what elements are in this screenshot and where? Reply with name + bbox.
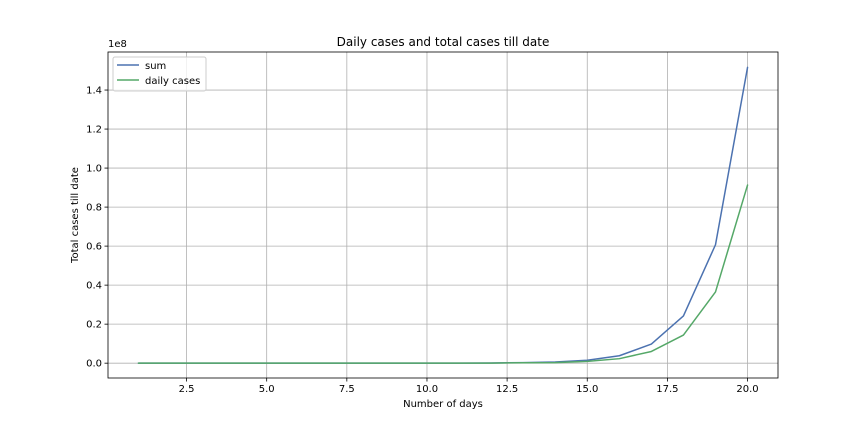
x-tick-label: 7.5 [339, 384, 355, 395]
legend: sum daily cases [112, 56, 207, 92]
legend-label-daily-cases: daily cases [145, 76, 200, 87]
x-axis-label: Number of days [403, 399, 483, 410]
y-tick-label: 0.8 [86, 203, 102, 214]
y-tick-label: 1.4 [86, 86, 102, 97]
y-tick-label: 0.4 [86, 281, 102, 292]
x-tick-label: 15.0 [576, 384, 598, 395]
x-tick-label: 17.5 [656, 384, 678, 395]
y-axis-ticks: 0.0 0.2 0.4 0.6 0.8 1.0 1.2 1.4 [86, 86, 108, 370]
y-tick-label: 0.6 [86, 242, 102, 253]
x-tick-label: 10.0 [416, 384, 438, 395]
x-tick-label: 12.5 [496, 384, 518, 395]
y-tick-label: 1.0 [86, 164, 102, 175]
x-tick-label: 5.0 [259, 384, 275, 395]
series-lines [137, 66, 749, 364]
chart-title: Daily cases and total cases till date [337, 35, 550, 49]
x-tick-label: 2.5 [179, 384, 195, 395]
y-tick-label: 0.2 [86, 320, 102, 331]
legend-label-sum: sum [145, 61, 166, 72]
x-axis-ticks: 2.5 5.0 7.5 10.0 12.5 15.0 17.5 20.0 [179, 378, 759, 395]
plot-area-frame [107, 51, 779, 379]
y-tick-label: 0.0 [86, 359, 102, 370]
series-line-daily-cases [137, 184, 749, 364]
x-tick-label: 20.0 [736, 384, 758, 395]
y-axis-label: Total cases till date [70, 167, 81, 264]
y-tick-label: 1.2 [86, 125, 102, 136]
y-axis-offset-label: 1e8 [108, 39, 127, 50]
